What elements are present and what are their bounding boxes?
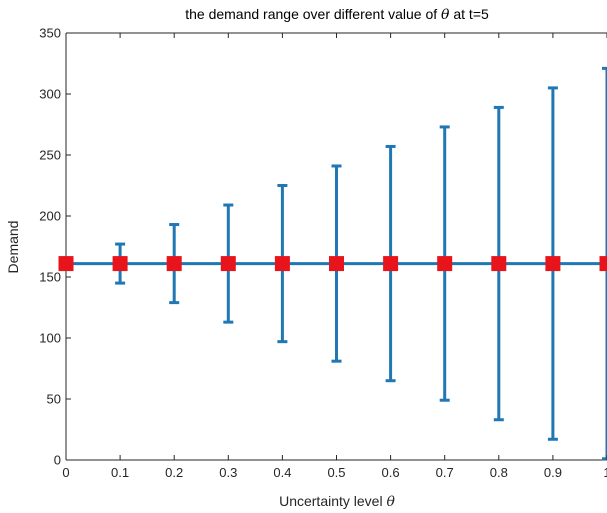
x-tick-label: 0.9 [544,465,562,480]
data-point-marker [58,256,74,272]
y-tick-label: 250 [39,148,61,163]
error-bar [602,66,607,461]
x-tick-label: 0.2 [165,465,183,480]
data-point-marker [166,256,182,272]
y-tick-label: 50 [47,392,61,407]
x-axis-ticks: 0 0.1 0.2 0.3 0.4 0.5 0.6 0.7 0.8 0.9 1 [62,33,607,480]
y-tick-label: 150 [39,270,61,285]
data-point-marker [437,256,453,272]
x-tick-label: 0.7 [436,465,454,480]
data-point-marker [491,256,507,272]
y-tick-label: 300 [39,87,61,102]
x-tick-label: 0.3 [219,465,237,480]
chart-title: the demand range over different value of… [185,6,489,23]
y-tick-label: 200 [39,209,61,224]
data-point-marker [599,256,607,272]
data-point-marker [274,256,290,272]
x-tick-label: 1 [603,465,607,480]
x-tick-label: 0 [62,465,69,480]
x-axis-label: Uncertainty level θ [279,493,395,510]
data-point-marker [112,256,128,272]
plot-area [58,32,607,461]
x-tick-label: 0.4 [273,465,291,480]
data-point-marker [220,256,236,272]
x-tick-label: 0.8 [490,465,508,480]
y-axis-label: Demand [5,221,21,274]
y-tick-label: 0 [54,453,61,468]
x-tick-label: 0.5 [327,465,345,480]
x-tick-label: 0.1 [111,465,129,480]
data-point-marker [329,256,344,272]
x-tick-label: 0.6 [382,465,400,480]
y-tick-label: 100 [39,331,61,346]
data-point-marker [383,256,399,272]
data-point-marker [545,256,561,272]
y-tick-label: 350 [39,26,61,41]
y-axis-ticks: 0 50 100 150 200 250 300 350 [39,26,71,468]
